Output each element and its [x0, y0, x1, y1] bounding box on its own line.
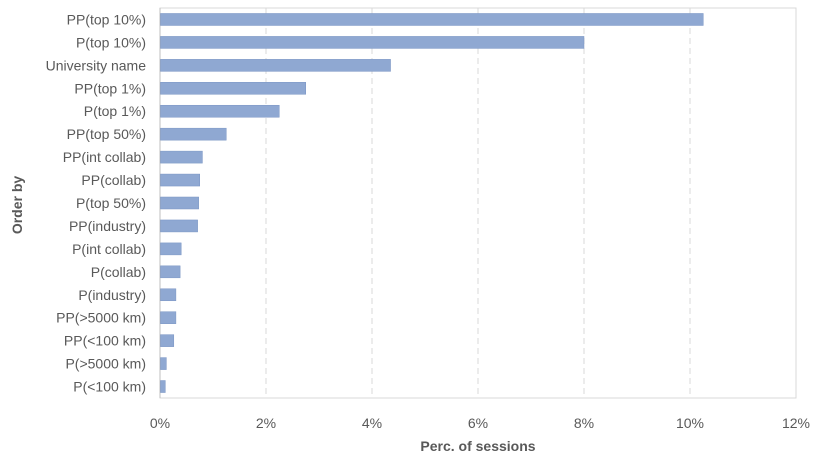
category-labels: PP(top 10%) P(top 10%) University name PP(t…: [46, 11, 147, 394]
y-category-label: PP(int collab): [63, 149, 146, 165]
y-category-label: P(top 1%): [84, 103, 146, 119]
bar: [160, 288, 177, 302]
x-tick-label: 2%: [256, 415, 276, 431]
bar: [160, 242, 182, 256]
y-category-label: PP(top 50%): [67, 126, 146, 142]
y-category-label: P(<100 km): [73, 379, 146, 395]
y-category-label: PP(top 1%): [74, 80, 146, 96]
y-category-label: P(top 50%): [76, 195, 146, 211]
bar: [160, 104, 280, 118]
x-tick-label: 8%: [574, 415, 594, 431]
bar: [160, 196, 199, 210]
bar: [160, 219, 198, 233]
gridlines: [265, 8, 691, 398]
bar: [160, 265, 181, 279]
bar: [160, 13, 704, 26]
bar: [160, 173, 200, 187]
x-tick-labels: 0% 2% 4% 6% 8% 10% 12%: [150, 415, 810, 431]
x-tick-label: 10%: [676, 415, 704, 431]
y-category-label: P(top 10%): [76, 34, 146, 50]
x-axis-title: Perc. of sessions: [420, 438, 535, 454]
bar: [160, 36, 585, 49]
y-category-label: P(>5000 km): [65, 356, 146, 372]
y-category-label: PP(>5000 km): [56, 310, 146, 326]
y-category-label: P(collab): [91, 264, 146, 280]
y-category-label: University name: [46, 57, 147, 73]
y-category-label: PP(<100 km): [64, 333, 146, 349]
bar: [160, 59, 391, 72]
bar: [160, 357, 167, 370]
bar: [160, 311, 177, 324]
y-category-label: P(industry): [78, 287, 146, 303]
bar: [160, 380, 166, 393]
x-tick-label: 4%: [362, 415, 382, 431]
bar: [160, 150, 203, 164]
y-axis-title: Order by: [9, 176, 25, 235]
x-tick-label: 6%: [468, 415, 488, 431]
bars-group: [160, 13, 704, 393]
bar: [160, 82, 306, 95]
y-category-label: PP(top 10%): [67, 11, 146, 27]
plot-frame: [159, 7, 797, 399]
y-category-label: P(int collab): [72, 241, 146, 257]
y-category-label: PP(industry): [69, 218, 146, 234]
x-tick-label: 0%: [150, 415, 170, 431]
bar: [160, 334, 175, 347]
bar: [160, 127, 227, 141]
x-tick-label: 12%: [782, 415, 810, 431]
y-category-label: PP(collab): [81, 172, 146, 188]
